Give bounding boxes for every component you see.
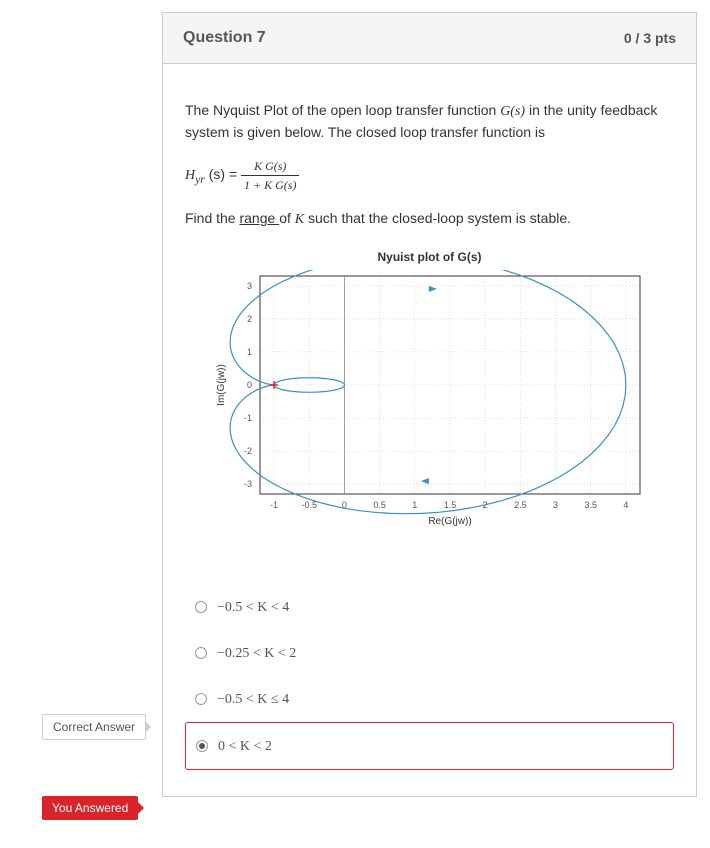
svg-text:-2: -2 bbox=[243, 446, 251, 456]
svg-text:Im(G(jw)): Im(G(jw)) bbox=[216, 364, 227, 406]
math-gs: G(s) bbox=[500, 104, 525, 119]
svg-text:3: 3 bbox=[246, 281, 251, 291]
answer-options: −0.5 < K < 4 −0.25 < K < 2 −0.5 < K ≤ 4 0 <… bbox=[185, 584, 674, 770]
svg-text:0.5: 0.5 bbox=[373, 500, 386, 510]
svg-text:4: 4 bbox=[623, 500, 628, 510]
nyquist-plot: Nyuist plot of G(s) -1-0.500.511.522.533… bbox=[210, 248, 650, 536]
question-card: Question 7 0 / 3 pts The Nyquist Plot of… bbox=[162, 12, 697, 797]
svg-text:1: 1 bbox=[246, 347, 251, 357]
radio-icon bbox=[195, 647, 207, 659]
question-header: Question 7 0 / 3 pts bbox=[163, 13, 696, 64]
option-text: −0.5 < K < 4 bbox=[217, 600, 289, 615]
prompt-text: The Nyquist Plot of the open loop transf… bbox=[185, 100, 674, 143]
svg-text:-1: -1 bbox=[243, 413, 251, 423]
prompt-line3: Find the range of K such that the closed… bbox=[185, 208, 674, 230]
radio-icon bbox=[196, 740, 208, 752]
svg-text:1.5: 1.5 bbox=[443, 500, 456, 510]
fraction: K G(s) 1 + K G(s) bbox=[241, 157, 299, 194]
option-text: 0 < K < 2 bbox=[218, 739, 272, 754]
svg-text:2.5: 2.5 bbox=[514, 500, 527, 510]
answer-option-1[interactable]: −0.25 < K < 2 bbox=[185, 630, 674, 676]
svg-text:-1: -1 bbox=[270, 500, 278, 510]
option-text: −0.5 < K ≤ 4 bbox=[217, 692, 289, 707]
svg-text:-3: -3 bbox=[243, 479, 251, 489]
svg-text:0: 0 bbox=[246, 380, 251, 390]
svg-text:2: 2 bbox=[246, 314, 251, 324]
correct-answer-badge: Correct Answer bbox=[42, 714, 146, 740]
plot-svg: -1-0.500.511.522.533.543210-1-2-3Re(G(jw… bbox=[210, 270, 650, 530]
question-body: The Nyquist Plot of the open loop transf… bbox=[163, 64, 696, 796]
question-points: 0 / 3 pts bbox=[624, 30, 676, 46]
radio-icon bbox=[195, 601, 207, 613]
answer-option-2[interactable]: −0.5 < K ≤ 4 bbox=[185, 676, 674, 722]
answer-option-0[interactable]: −0.5 < K < 4 bbox=[185, 584, 674, 630]
svg-text:Re(G(jw)): Re(G(jw)) bbox=[428, 516, 471, 527]
plot-title: Nyuist plot of G(s) bbox=[210, 248, 650, 266]
question-title: Question 7 bbox=[183, 29, 266, 47]
svg-text:3: 3 bbox=[553, 500, 558, 510]
radio-icon bbox=[195, 693, 207, 705]
svg-text:1: 1 bbox=[412, 500, 417, 510]
svg-text:3.5: 3.5 bbox=[584, 500, 597, 510]
equation: Hyr (s) = K G(s) 1 + K G(s) bbox=[185, 157, 674, 194]
you-answered-badge: You Answered bbox=[42, 796, 138, 820]
answer-option-3[interactable]: 0 < K < 2 bbox=[185, 722, 674, 770]
option-text: −0.25 < K < 2 bbox=[217, 646, 296, 661]
